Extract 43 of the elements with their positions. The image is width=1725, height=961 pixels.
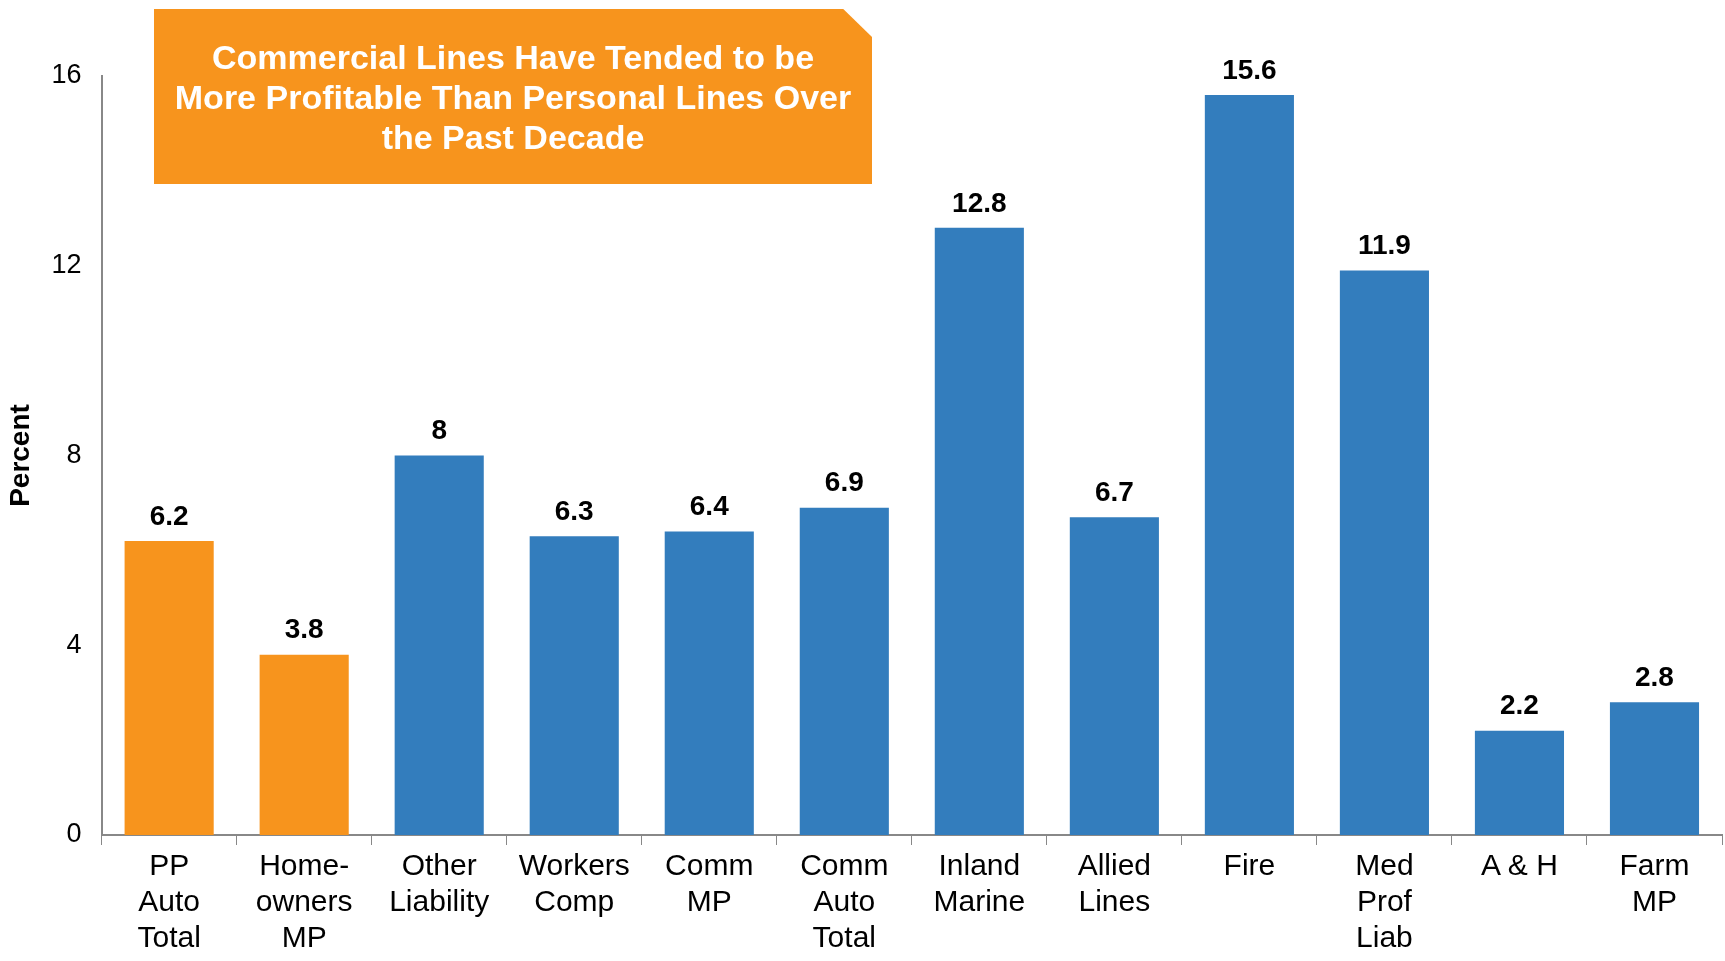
bar — [124, 540, 214, 835]
bar — [934, 227, 1024, 835]
x-tick-label: Workers Comp — [518, 848, 630, 918]
data-label: 11.9 — [1357, 229, 1411, 261]
bar — [664, 531, 754, 835]
y-tick-label: 8 — [66, 438, 82, 469]
x-tick-label: Med Prof Liab — [1355, 848, 1414, 954]
y-tick-label: 16 — [51, 59, 82, 90]
bar — [394, 455, 484, 835]
y-tick-label: 4 — [66, 628, 82, 659]
bar — [1474, 730, 1565, 835]
bar — [529, 536, 619, 835]
x-tick-label: Inland Marine — [933, 848, 1026, 918]
data-label: 6.2 — [149, 499, 189, 531]
x-tick-label: Allied Lines — [1077, 848, 1152, 918]
y-axis-title: Percent — [3, 404, 35, 507]
bar — [799, 507, 889, 835]
data-label: 6.7 — [1094, 475, 1134, 507]
data-label: 8 — [431, 414, 447, 446]
bar — [1609, 702, 1700, 835]
x-tick-label: Fire — [1223, 848, 1276, 882]
y-tick-label: 12 — [51, 249, 82, 280]
x-tick-label: Other Liability — [389, 848, 490, 918]
x-tick-label: Comm MP — [665, 848, 754, 918]
data-label: 2.8 — [1635, 660, 1674, 692]
data-label: 6.9 — [824, 466, 864, 498]
data-label: 15.6 — [1222, 53, 1277, 85]
x-tick-label: Home-owners MP — [255, 848, 353, 954]
bar — [1069, 517, 1159, 835]
x-tick-label: Farm MP — [1619, 848, 1690, 918]
x-tick-label: PP Auto Total — [137, 848, 201, 954]
x-tick-label: A & H — [1481, 848, 1558, 882]
data-label: 6.3 — [554, 494, 594, 526]
x-tick-label: Comm Auto Total — [800, 848, 889, 954]
bar — [1204, 94, 1294, 835]
bar — [1339, 270, 1429, 835]
data-label: 2.2 — [1499, 689, 1539, 721]
data-label: 6.4 — [689, 490, 730, 522]
data-label: 12.8 — [952, 186, 1007, 218]
bar — [259, 654, 349, 835]
data-label: 3.8 — [284, 613, 324, 645]
chart-title: Commercial Lines Have Tended to be More Profitable Than Personal Lines Over the Past Decade — [154, 9, 872, 184]
y-tick-label: 0 — [66, 818, 82, 849]
